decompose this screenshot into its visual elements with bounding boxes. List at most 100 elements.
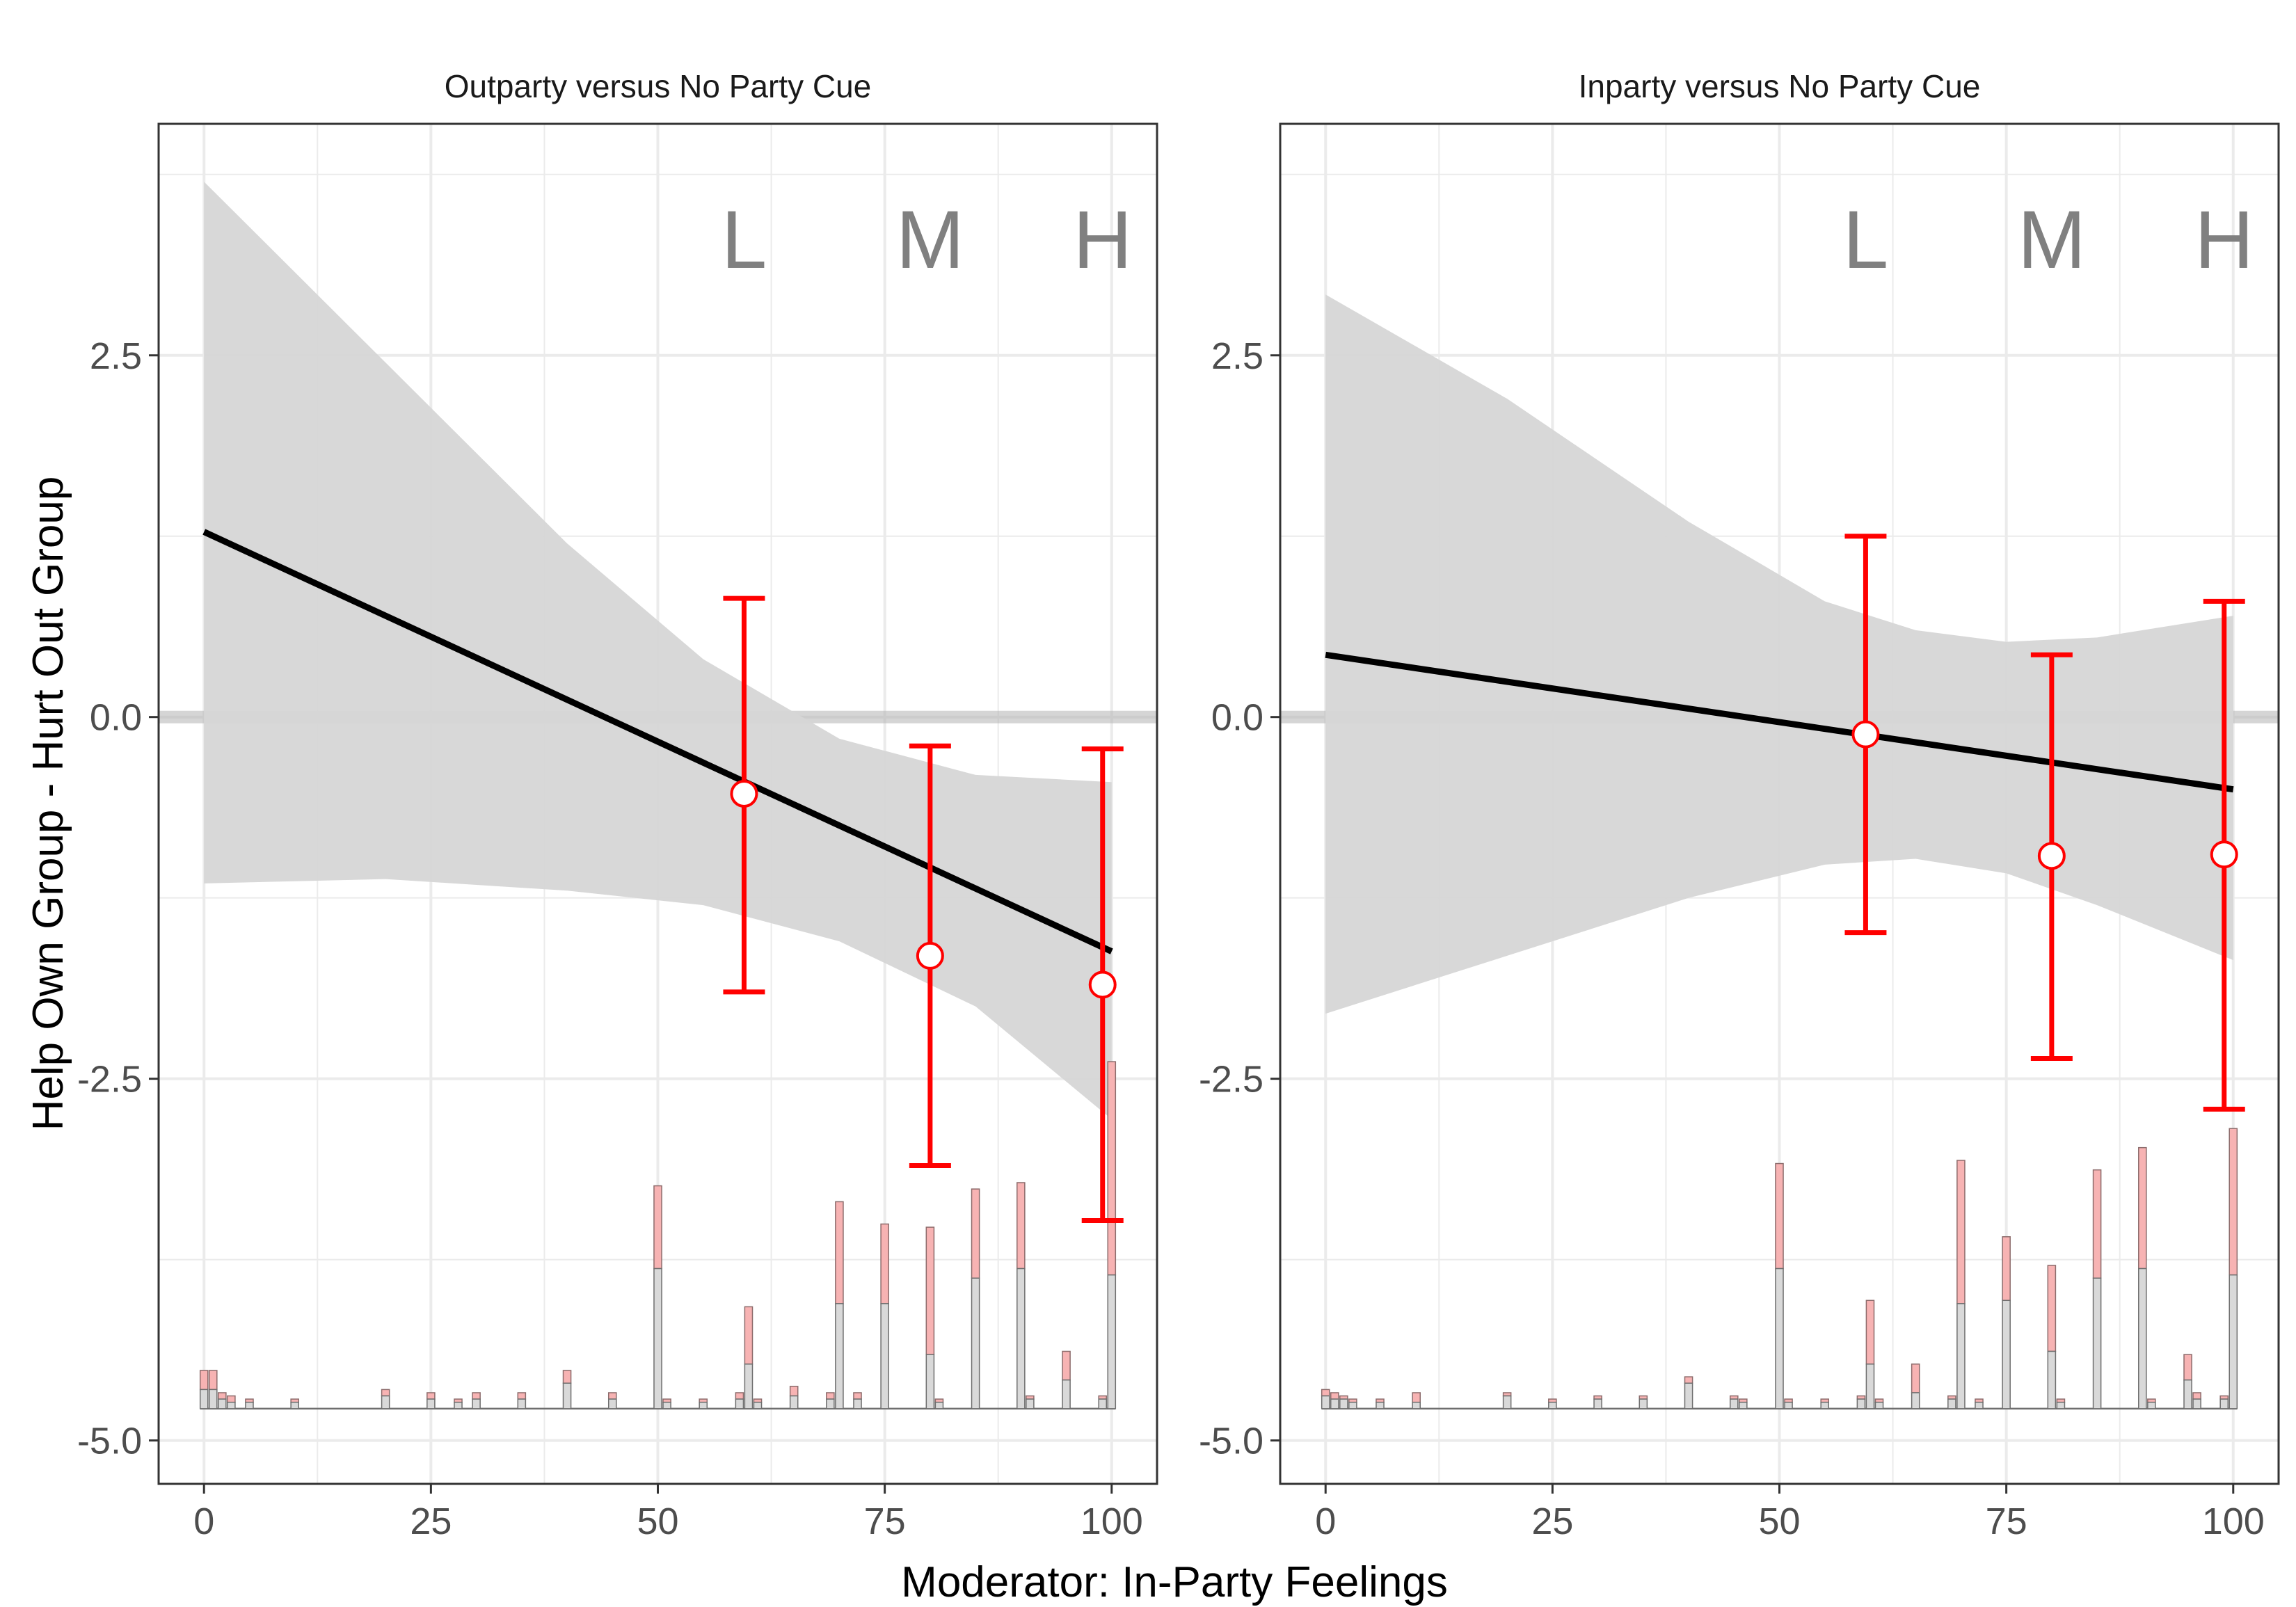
histogram-bar-treated: [1775, 1162, 1784, 1270]
x-tick-label: 100: [2202, 1501, 2265, 1542]
confidence-ribbon: [1325, 294, 2233, 1014]
histogram-bar-control: [1874, 1401, 1884, 1409]
histogram-bar-treated: [426, 1392, 436, 1400]
histogram-bar-treated: [971, 1188, 980, 1279]
histogram-bar-control: [1975, 1401, 1984, 1409]
histogram-bar-control: [1956, 1303, 1966, 1409]
histogram-bar-control: [1339, 1398, 1348, 1409]
histogram-bar-control: [1739, 1401, 1748, 1409]
histogram-bar-control: [2138, 1268, 2147, 1409]
histogram-bar-control: [1684, 1382, 1693, 1409]
y-tick-label: -5.0: [77, 1421, 142, 1462]
histogram-bar-control: [835, 1303, 844, 1409]
y-tick-label: 0.0: [1211, 697, 1263, 739]
histogram-bar-control: [607, 1398, 617, 1409]
y-axis-label: Help Own Group - Hurt Out Group: [24, 477, 72, 1131]
histogram-bar-control: [1502, 1395, 1512, 1409]
histogram-bar-control: [1729, 1398, 1739, 1409]
confidence-ribbon: [204, 182, 1112, 1119]
x-axis-label: Moderator: In-Party Feelings: [901, 1558, 1448, 1606]
histogram-bar-control: [925, 1354, 935, 1409]
histogram-bar-control: [853, 1398, 862, 1409]
histogram-bar-control: [2229, 1274, 2238, 1409]
histogram-bar-control: [1639, 1398, 1648, 1409]
histogram-bar-treated: [1684, 1376, 1693, 1384]
x-tick-label: 50: [1758, 1501, 1800, 1542]
histogram-bar-control: [2219, 1398, 2229, 1409]
bin-estimate-point: [916, 941, 944, 970]
histogram-bar-treated: [1107, 1061, 1117, 1276]
histogram-bar-control: [562, 1382, 572, 1409]
histogram-bar-control: [517, 1398, 527, 1409]
histogram-bar-control: [2002, 1300, 2011, 1409]
histogram-bar-treated: [472, 1392, 481, 1400]
histogram-bar-control: [1348, 1401, 1357, 1409]
histogram-bar-control: [1330, 1398, 1339, 1409]
histogram-bar-treated: [1412, 1392, 1421, 1403]
histogram-bar-control: [1820, 1401, 1830, 1409]
histogram-bar-treated: [1321, 1389, 1330, 1397]
panel-title: Outparty versus No Party Cue: [445, 68, 872, 104]
histogram-bar-control: [1856, 1398, 1866, 1409]
histogram-bar-control: [381, 1395, 390, 1409]
y-tick-label: 0.0: [90, 697, 142, 739]
histogram-bar-control: [2056, 1401, 2066, 1409]
histogram-bar-control: [245, 1401, 254, 1409]
histogram-bar-treated: [2192, 1392, 2201, 1400]
bin-label: L: [1843, 194, 1889, 286]
histogram-bar-treated: [218, 1392, 227, 1400]
bin-label: H: [2194, 194, 2254, 286]
bin-estimate-point: [1088, 970, 1117, 999]
histogram-bar-control: [1412, 1401, 1421, 1409]
histogram-bar-treated: [1330, 1392, 1339, 1400]
histogram-bar-control: [2183, 1379, 2192, 1409]
histogram-bar-treated: [735, 1392, 744, 1400]
bin-estimate-point: [2210, 840, 2238, 869]
histogram-bar-treated: [925, 1226, 935, 1355]
bin-label: L: [722, 194, 767, 286]
histogram-bar-treated: [227, 1395, 236, 1403]
histogram-bar-treated: [653, 1185, 662, 1270]
x-tick-label: 100: [1081, 1501, 1143, 1542]
histogram-bar-control: [199, 1389, 209, 1409]
histogram-bar-treated: [2229, 1128, 2238, 1276]
bin-label: M: [2018, 194, 2086, 286]
marginal-effect-line: [202, 529, 1113, 954]
x-tick-label: 0: [193, 1501, 214, 1542]
histogram-bar-treated: [1017, 1182, 1026, 1270]
x-tick-label: 25: [410, 1501, 452, 1542]
histogram-bar-control: [1062, 1379, 1071, 1409]
panel-outparty: 0 25 50 75 100 -5.0 -2.5 0.0 2.5 L M H Outparty vers…: [77, 68, 1158, 1542]
panel-inparty: 0 25 50 75 100 -5.0 -2.5 0.0 2.5 L M H Inparty versu…: [1199, 68, 2280, 1542]
histogram-bar-control: [290, 1401, 299, 1409]
histogram-bar-control: [218, 1398, 227, 1409]
bin-estimate-point: [730, 779, 758, 808]
histogram-bar-treated: [789, 1386, 799, 1397]
y-tick-label: -5.0: [1199, 1421, 1263, 1462]
histogram-bar-control: [1017, 1268, 1026, 1409]
histogram-bar-control: [1593, 1398, 1602, 1409]
x-tick-label: 25: [1531, 1501, 1573, 1542]
histogram-bar-control: [426, 1398, 436, 1409]
histogram-bar-control: [472, 1398, 481, 1409]
histogram-bar-control: [1026, 1398, 1035, 1409]
histogram-bar-control: [1784, 1401, 1793, 1409]
histogram-bar-control: [1865, 1364, 1875, 1409]
histogram-bar-control: [826, 1398, 835, 1409]
panel-border: [1279, 122, 2280, 1485]
histogram-bar-treated: [2092, 1169, 2102, 1279]
y-tick-label: 2.5: [90, 335, 142, 377]
marginal-effect-line: [1325, 651, 2234, 793]
histogram-bar-control: [2047, 1350, 2057, 1409]
x-tick-label: 0: [1315, 1501, 1336, 1542]
histogram-bar-treated: [2002, 1236, 2011, 1302]
histogram-bar-control: [1911, 1392, 1920, 1409]
panel-border: [157, 122, 1158, 1485]
panel-title: Inparty versus No Party Cue: [1579, 68, 1981, 104]
x-tick-label: 75: [864, 1501, 906, 1542]
histogram-bar-control: [1947, 1398, 1956, 1409]
histogram-bar-control: [454, 1401, 463, 1409]
histogram-bar-treated: [517, 1392, 527, 1400]
histogram-bar-control: [1107, 1274, 1117, 1409]
histogram-bar-treated: [835, 1201, 844, 1304]
